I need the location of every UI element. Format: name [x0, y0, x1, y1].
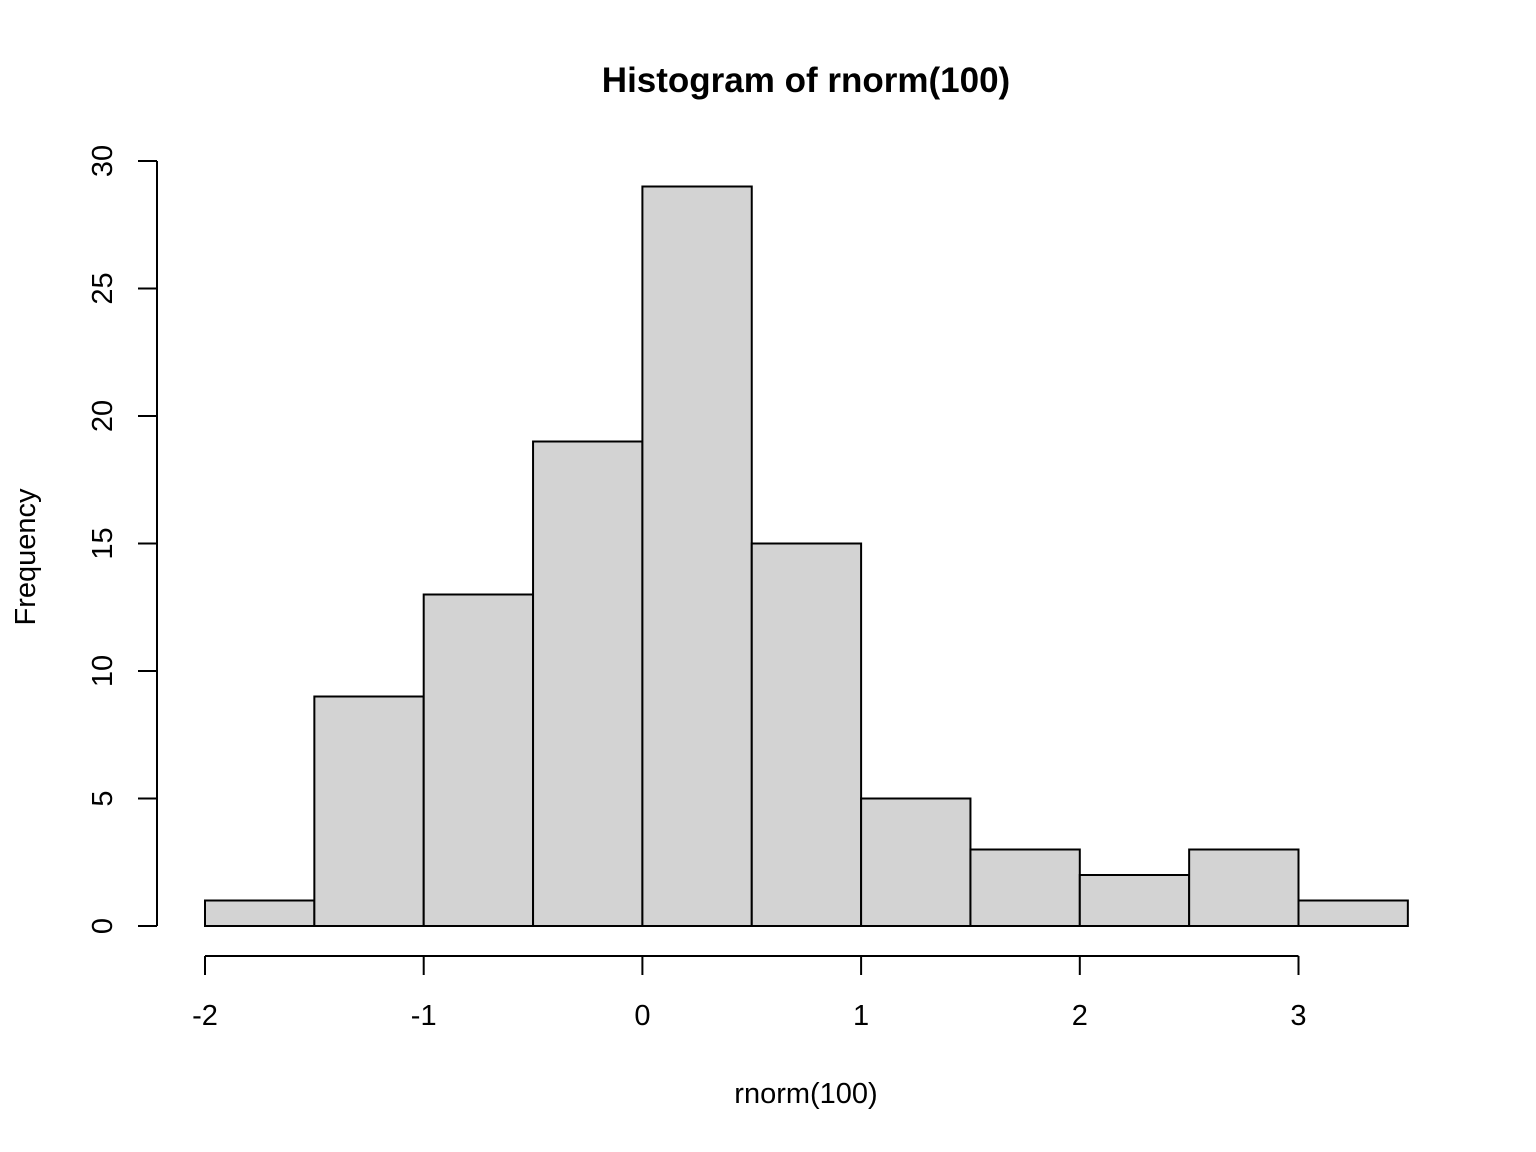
histogram-bar-4 — [641, 185, 753, 927]
histogram-bar-10 — [1297, 899, 1409, 927]
histogram-bar-9 — [1188, 848, 1300, 927]
x-tick-label: -1 — [411, 1000, 437, 1032]
histogram-bar-8 — [1078, 874, 1191, 927]
histogram-bar-7 — [969, 848, 1081, 927]
x-axis-label: rnorm(100) — [734, 1078, 877, 1110]
y-tick-label: 25 — [87, 272, 119, 304]
chart-title: Histogram of rnorm(100) — [602, 61, 1010, 100]
y-tick-label: 10 — [87, 655, 119, 687]
x-tick-label: 3 — [1290, 1000, 1306, 1032]
x-tick-label: -2 — [192, 1000, 218, 1032]
histogram-bar-3 — [532, 440, 644, 927]
y-axis: 0 5 10 15 20 25 30 — [87, 145, 158, 934]
histogram-bar-0 — [204, 899, 316, 927]
bars-group — [204, 185, 1409, 927]
x-axis: -2 -1 0 1 2 3 — [192, 955, 1307, 1032]
histogram-bar-1 — [313, 695, 425, 927]
x-tick-label: 2 — [1072, 1000, 1088, 1032]
y-tick-label: 5 — [87, 790, 119, 806]
y-tick-label: 0 — [87, 918, 119, 934]
y-tick-label: 30 — [87, 145, 119, 177]
histogram-bar-2 — [422, 593, 535, 927]
x-tick-label: 1 — [853, 1000, 869, 1032]
y-tick-label: 20 — [87, 400, 119, 432]
y-axis-label: Frequency — [10, 488, 42, 626]
histogram-bar-5 — [750, 542, 863, 927]
histogram-bar-6 — [860, 797, 972, 927]
y-tick-label: 15 — [87, 527, 119, 559]
x-tick-label: 0 — [634, 1000, 650, 1032]
